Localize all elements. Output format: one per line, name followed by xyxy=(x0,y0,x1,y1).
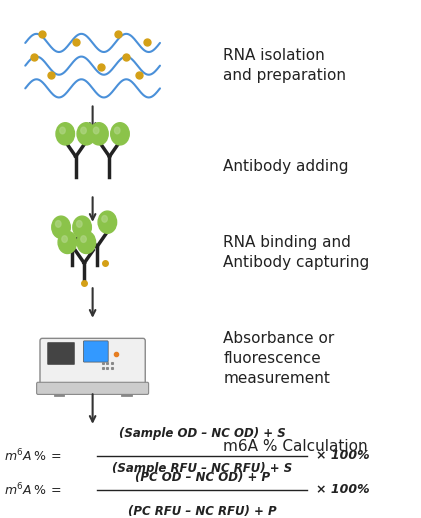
Text: $m^6A\,\%\;=$: $m^6A\,\%\;=$ xyxy=(4,447,62,464)
Circle shape xyxy=(56,221,61,227)
Circle shape xyxy=(90,123,108,145)
Text: $m^6A\,\%\;=$: $m^6A\,\%\;=$ xyxy=(4,482,62,498)
Text: × 100%: × 100% xyxy=(316,483,369,496)
FancyBboxPatch shape xyxy=(48,342,75,365)
FancyBboxPatch shape xyxy=(37,382,149,394)
Circle shape xyxy=(102,215,107,222)
Text: Absorbance or
fluorescence
measurement: Absorbance or fluorescence measurement xyxy=(223,331,334,386)
Circle shape xyxy=(98,211,117,233)
Circle shape xyxy=(81,236,86,242)
Circle shape xyxy=(111,123,129,145)
FancyBboxPatch shape xyxy=(40,338,145,389)
Circle shape xyxy=(93,127,99,134)
FancyBboxPatch shape xyxy=(83,341,108,362)
Circle shape xyxy=(73,216,91,238)
Circle shape xyxy=(77,232,96,253)
Circle shape xyxy=(58,232,77,253)
Text: (PC RFU – NC RFU) + P: (PC RFU – NC RFU) + P xyxy=(128,505,277,518)
Text: (Sample OD – NC OD) + S: (Sample OD – NC OD) + S xyxy=(119,427,285,440)
Circle shape xyxy=(62,236,67,242)
Text: RNA binding and
Antibody capturing: RNA binding and Antibody capturing xyxy=(223,235,369,270)
Circle shape xyxy=(81,127,86,134)
Text: (Sample RFU – NC RFU) + S: (Sample RFU – NC RFU) + S xyxy=(112,462,292,474)
Circle shape xyxy=(115,127,120,134)
Circle shape xyxy=(60,127,65,134)
Text: (PC OD – NC OD) + P: (PC OD – NC OD) + P xyxy=(135,471,269,484)
Circle shape xyxy=(56,123,75,145)
Circle shape xyxy=(52,216,70,238)
Text: RNA isolation
and preparation: RNA isolation and preparation xyxy=(223,48,346,83)
Text: m6A % Calculation: m6A % Calculation xyxy=(223,439,368,454)
Text: Antibody adding: Antibody adding xyxy=(223,159,349,174)
Text: × 100%: × 100% xyxy=(316,449,369,462)
Circle shape xyxy=(77,123,96,145)
Circle shape xyxy=(77,221,82,227)
